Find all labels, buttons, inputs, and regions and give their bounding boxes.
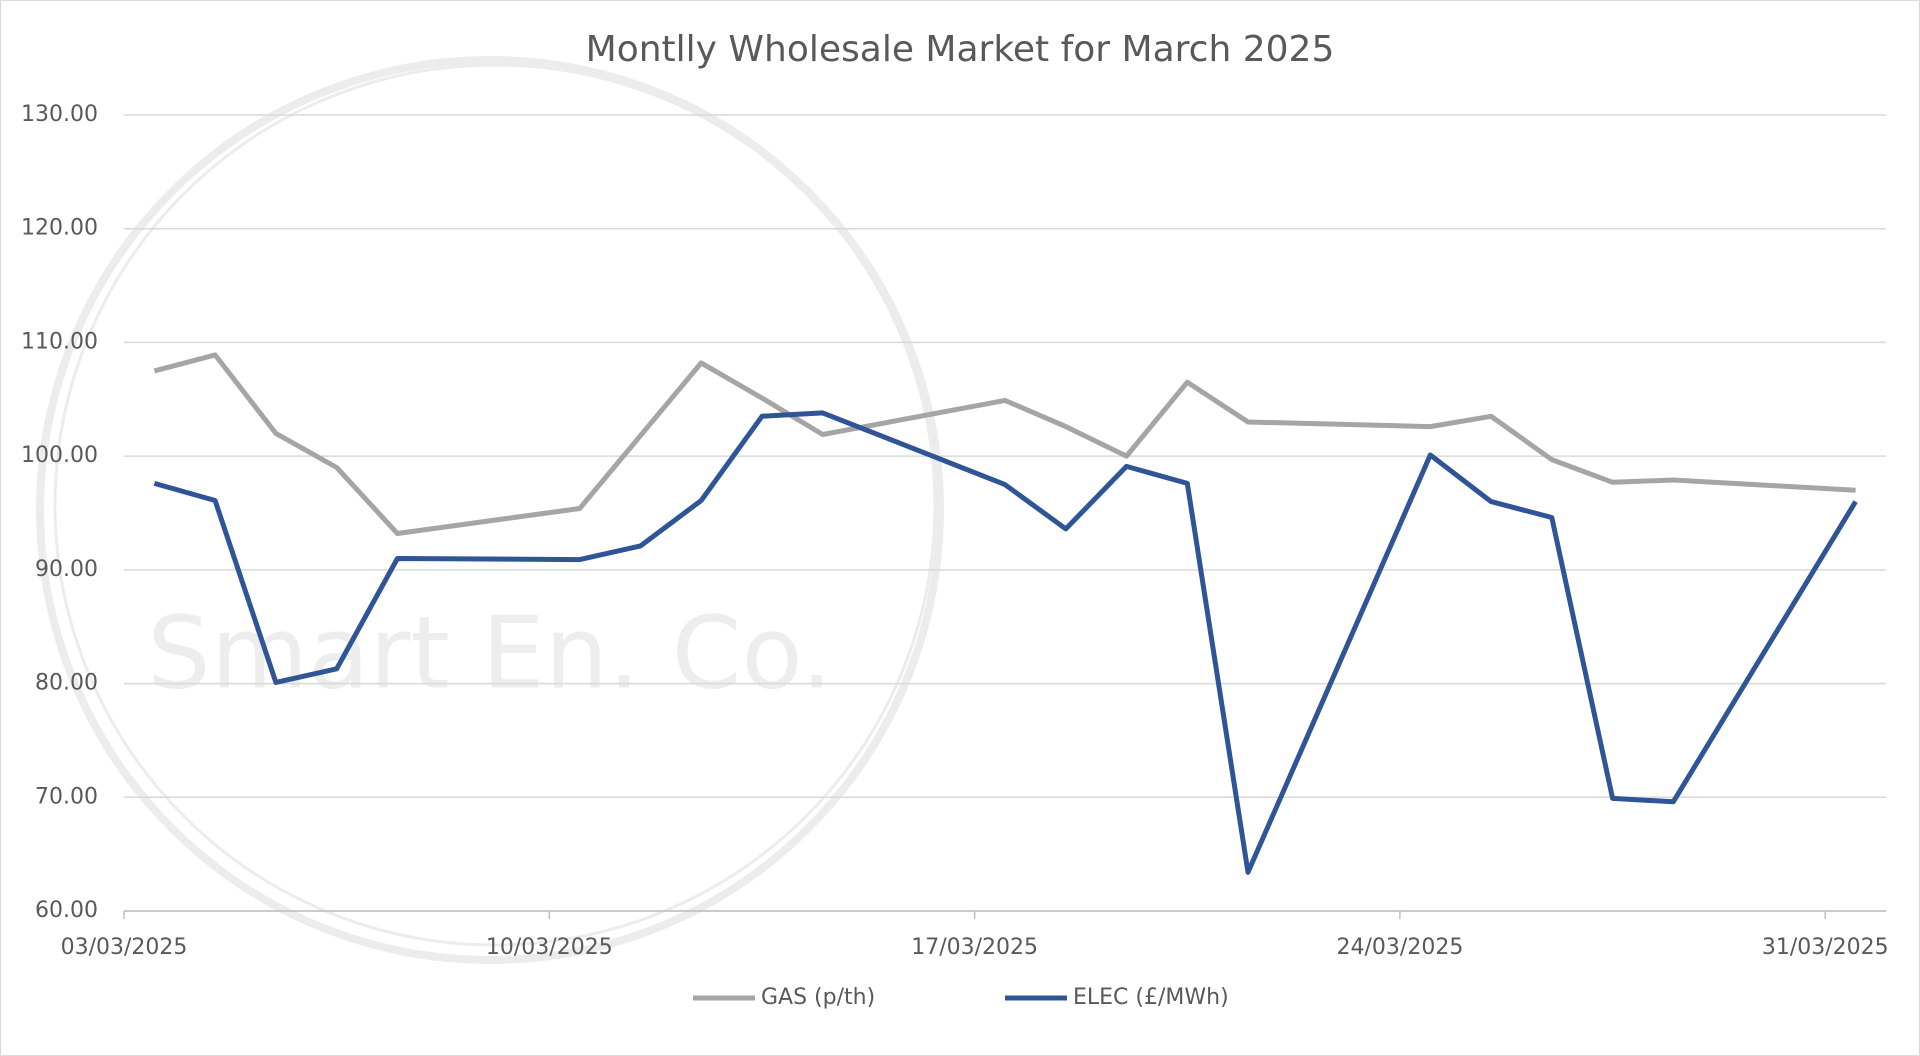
x-tick-label: 10/03/2025 bbox=[486, 935, 613, 960]
x-tick-label: 03/03/2025 bbox=[61, 935, 188, 960]
legend-label: ELEC (£/MWh) bbox=[1073, 985, 1229, 1010]
y-tick-label: 130.00 bbox=[21, 102, 98, 127]
series-line bbox=[153, 352, 1856, 536]
x-tick-label: 24/03/2025 bbox=[1337, 935, 1464, 960]
y-tick-label: 70.00 bbox=[35, 784, 98, 809]
watermark-logo bbox=[36, 56, 944, 964]
y-tick-label: 100.00 bbox=[21, 443, 98, 468]
y-tick-label: 90.00 bbox=[35, 557, 98, 582]
y-tick-label: 60.00 bbox=[35, 898, 98, 923]
y-tick-label: 80.00 bbox=[35, 671, 98, 696]
legend-label: GAS (p/th) bbox=[761, 985, 875, 1010]
watermark: Smart En. Co. bbox=[147, 594, 832, 711]
x-tick-label: 31/03/2025 bbox=[1762, 935, 1889, 960]
series-line bbox=[153, 410, 1858, 875]
chart-title: Montlly Wholesale Market for March 2025 bbox=[586, 29, 1335, 70]
x-tick-label: 17/03/2025 bbox=[911, 935, 1038, 960]
y-tick-label: 120.00 bbox=[21, 216, 98, 241]
y-tick-label: 110.00 bbox=[21, 329, 98, 354]
